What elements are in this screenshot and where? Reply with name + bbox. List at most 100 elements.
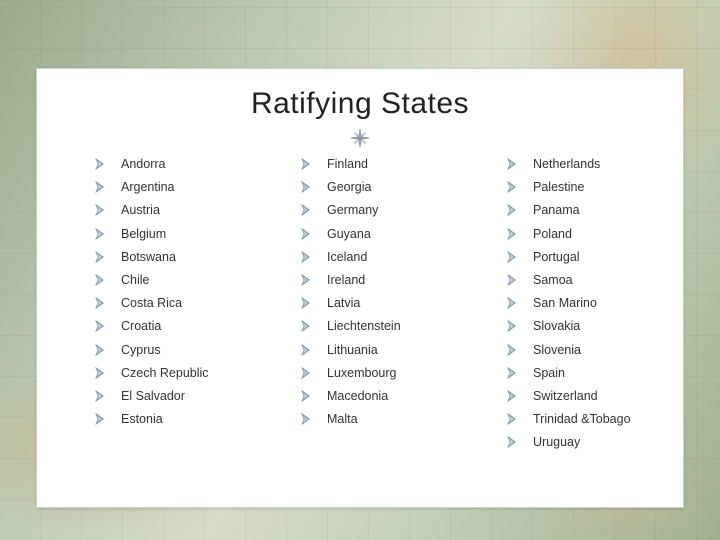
chevron-right-icon — [505, 435, 519, 449]
list-item: Finland — [299, 157, 459, 171]
list-item: Luxembourg — [299, 366, 459, 380]
list-item: Chile — [93, 273, 253, 287]
chevron-right-icon — [299, 157, 313, 171]
list-item: Uruguay — [505, 435, 665, 449]
list-item: Liechtenstein — [299, 319, 459, 333]
list-item: Croatia — [93, 319, 253, 333]
list-item: Estonia — [93, 412, 253, 426]
list-item: Czech Republic — [93, 366, 253, 380]
list-item: El Salvador — [93, 389, 253, 403]
chevron-right-icon — [93, 366, 107, 380]
list-item-label: Austria — [121, 203, 160, 217]
page-title: Ratifying States — [37, 87, 683, 121]
list-item: Palestine — [505, 180, 665, 194]
chevron-right-icon — [93, 389, 107, 403]
chevron-right-icon — [505, 319, 519, 333]
chevron-right-icon — [299, 296, 313, 310]
list-item: Latvia — [299, 296, 459, 310]
chevron-right-icon — [505, 389, 519, 403]
chevron-right-icon — [505, 273, 519, 287]
chevron-right-icon — [93, 203, 107, 217]
chevron-right-icon — [505, 296, 519, 310]
list-item-label: Trinidad &Tobago — [533, 412, 631, 426]
list-item: Iceland — [299, 250, 459, 264]
chevron-right-icon — [299, 366, 313, 380]
list-item-label: Lithuania — [327, 343, 378, 357]
list-item: Andorra — [93, 157, 253, 171]
list-item-label: Uruguay — [533, 435, 580, 449]
chevron-right-icon — [299, 203, 313, 217]
star-ornament-icon — [349, 127, 371, 149]
list-item-label: Finland — [327, 157, 368, 171]
chevron-right-icon — [93, 319, 107, 333]
list-item-label: Iceland — [327, 250, 367, 264]
list-item: Panama — [505, 203, 665, 217]
list-item: Slovakia — [505, 319, 665, 333]
list-item-label: San Marino — [533, 296, 597, 310]
chevron-right-icon — [93, 343, 107, 357]
list-item-label: Poland — [533, 227, 572, 241]
list-item: Austria — [93, 203, 253, 217]
list-item-label: Guyana — [327, 227, 371, 241]
list-item-label: Slovakia — [533, 319, 580, 333]
chevron-right-icon — [505, 203, 519, 217]
column-3: Netherlands Palestine Panama Poland Port… — [505, 157, 665, 449]
list-item-label: Slovenia — [533, 343, 581, 357]
list-item-label: Panama — [533, 203, 580, 217]
chevron-right-icon — [505, 366, 519, 380]
chevron-right-icon — [505, 412, 519, 426]
list-item-label: Latvia — [327, 296, 360, 310]
list-item: Argentina — [93, 180, 253, 194]
chevron-right-icon — [505, 227, 519, 241]
list-item-label: Andorra — [121, 157, 165, 171]
chevron-right-icon — [93, 157, 107, 171]
list-item-label: Cyprus — [121, 343, 161, 357]
list-item-label: Luxembourg — [327, 366, 397, 380]
content-card: Ratifying States Andorra Argentina Austr… — [36, 68, 684, 508]
list-item-label: Georgia — [327, 180, 371, 194]
list-item-label: Estonia — [121, 412, 163, 426]
chevron-right-icon — [299, 343, 313, 357]
list-item: Guyana — [299, 227, 459, 241]
list-item-label: Samoa — [533, 273, 573, 287]
list-item-label: Malta — [327, 412, 358, 426]
column-2: Finland Georgia Germany Guyana Iceland I… — [299, 157, 459, 449]
chevron-right-icon — [93, 296, 107, 310]
list-item-label: Netherlands — [533, 157, 600, 171]
chevron-right-icon — [93, 250, 107, 264]
chevron-right-icon — [299, 180, 313, 194]
chevron-right-icon — [505, 250, 519, 264]
list-item: Ireland — [299, 273, 459, 287]
list-item: Slovenia — [505, 343, 665, 357]
chevron-right-icon — [505, 157, 519, 171]
chevron-right-icon — [505, 343, 519, 357]
list-item: Portugal — [505, 250, 665, 264]
list-item-label: Germany — [327, 203, 378, 217]
list-item: Samoa — [505, 273, 665, 287]
list-item: Netherlands — [505, 157, 665, 171]
list-item: Georgia — [299, 180, 459, 194]
list-item: Spain — [505, 366, 665, 380]
chevron-right-icon — [299, 250, 313, 264]
chevron-right-icon — [93, 412, 107, 426]
list-item: Cyprus — [93, 343, 253, 357]
list-item-label: Liechtenstein — [327, 319, 401, 333]
chevron-right-icon — [299, 389, 313, 403]
list-item: Malta — [299, 412, 459, 426]
list-item-label: Switzerland — [533, 389, 598, 403]
chevron-right-icon — [505, 180, 519, 194]
list-item-label: Czech Republic — [121, 366, 209, 380]
list-item-label: Botswana — [121, 250, 176, 264]
list-item: Germany — [299, 203, 459, 217]
list-item-label: Croatia — [121, 319, 161, 333]
list-item-label: Ireland — [327, 273, 365, 287]
list-item-label: Belgium — [121, 227, 166, 241]
list-item-label: Costa Rica — [121, 296, 182, 310]
chevron-right-icon — [299, 319, 313, 333]
list-item-label: Palestine — [533, 180, 584, 194]
list-item: Botswana — [93, 250, 253, 264]
list-item: San Marino — [505, 296, 665, 310]
chevron-right-icon — [299, 273, 313, 287]
list-item: Poland — [505, 227, 665, 241]
list-item-label: Spain — [533, 366, 565, 380]
